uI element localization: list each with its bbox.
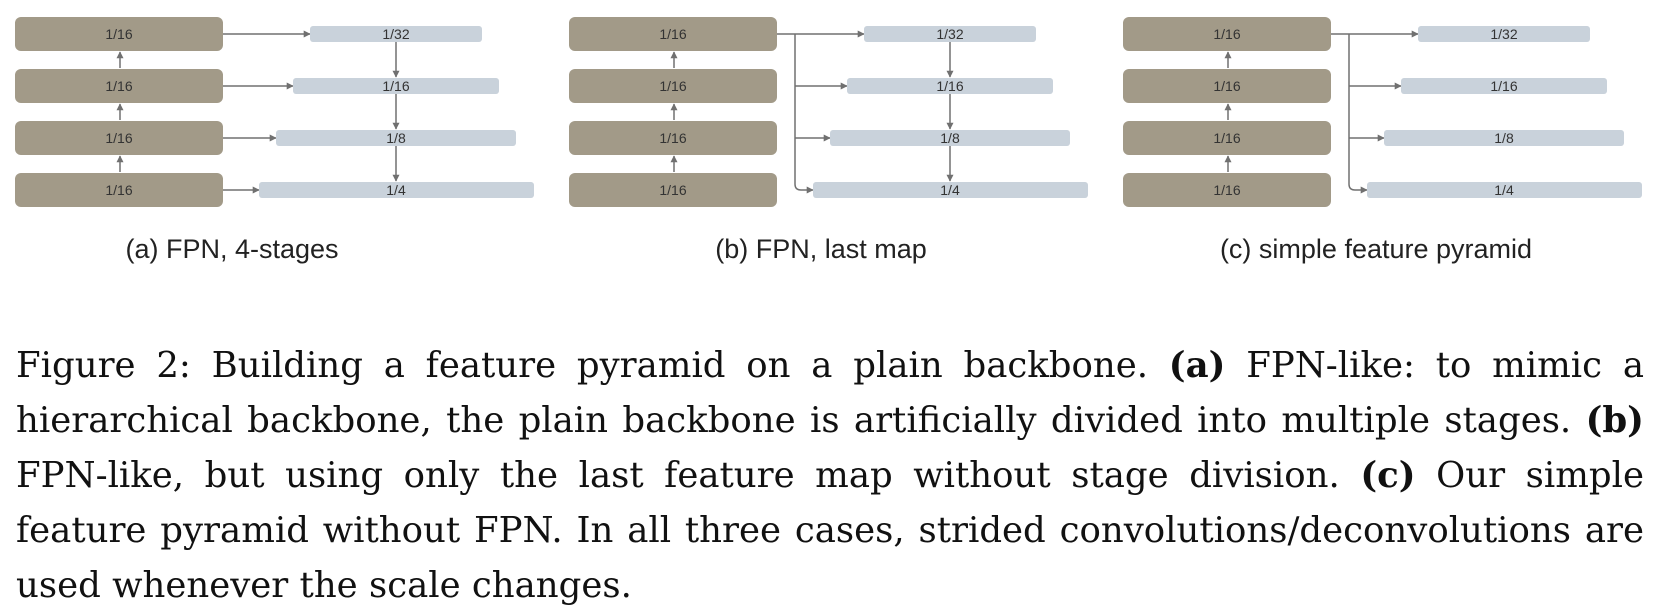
caption-text-a: FPN-like: to mimic a hierarchical backbo… (16, 344, 1644, 441)
panel-c-caption: (c) simple feature pyramid (1220, 234, 1532, 264)
backbone-stage: 1/16 (15, 69, 223, 103)
pyramid-level: 1/8 (1384, 130, 1624, 146)
panel-a-arrows (116, 30, 400, 194)
backbone-stage-label: 1/16 (105, 130, 132, 146)
pyramid-level: 1/4 (1367, 182, 1642, 198)
pyramid-level: 1/32 (310, 26, 482, 42)
caption-lead: Figure 2: Building a feature pyramid on … (16, 344, 1149, 386)
pyramid-level-label: 1/4 (386, 182, 406, 198)
backbone-stage-label: 1/16 (659, 130, 686, 146)
pyramid-level: 1/8 (276, 130, 516, 146)
pyramid-level-label: 1/16 (1490, 78, 1517, 94)
backbone-stage: 1/16 (1123, 173, 1331, 207)
pyramid-level-label: 1/16 (936, 78, 963, 94)
pyramid-level: 1/32 (864, 26, 1036, 42)
pyramid-level: 1/4 (813, 182, 1088, 198)
caption-marker-b: (b) (1585, 399, 1644, 441)
pyramid-level: 1/32 (1418, 26, 1590, 42)
pyramid-level-label: 1/8 (1494, 130, 1514, 146)
backbone-stage-label: 1/16 (1213, 78, 1240, 94)
backbone-stage-label: 1/16 (659, 78, 686, 94)
backbone-stage-label: 1/16 (105, 26, 132, 42)
backbone-stage: 1/16 (1123, 121, 1331, 155)
backbone-stage-label: 1/16 (105, 182, 132, 198)
panel-b-arrows (670, 30, 954, 194)
panel-b: 1/16 1/16 1/16 1/16 1/32 1/16 1/8 1/4 (569, 17, 1088, 264)
pyramid-level-label: 1/4 (1494, 182, 1514, 198)
backbone-stage-label: 1/16 (1213, 26, 1240, 42)
caption-marker-a: (a) (1168, 344, 1226, 386)
backbone-stage: 1/16 (1123, 17, 1331, 51)
pyramid-level-label: 1/32 (382, 26, 409, 42)
backbone-stage-label: 1/16 (659, 182, 686, 198)
caption-marker-c: (c) (1360, 454, 1416, 496)
pyramid-level: 1/8 (830, 130, 1070, 146)
figure-caption: Figure 2: Building a feature pyramid on … (16, 338, 1644, 613)
pyramid-level-label: 1/16 (382, 78, 409, 94)
panel-c-arrows (1224, 30, 1419, 194)
backbone-stage: 1/16 (15, 17, 223, 51)
pyramid-level: 1/16 (1401, 78, 1607, 94)
backbone-stage-label: 1/16 (659, 26, 686, 42)
panel-a-caption: (a) FPN, 4-stages (125, 234, 338, 264)
pyramid-level-label: 1/8 (386, 130, 406, 146)
pyramid-level: 1/16 (847, 78, 1053, 94)
backbone-stage: 1/16 (1123, 69, 1331, 103)
backbone-stage: 1/16 (15, 173, 223, 207)
pyramid-level-label: 1/32 (936, 26, 963, 42)
backbone-stage: 1/16 (569, 69, 777, 103)
pyramid-level-label: 1/4 (940, 182, 960, 198)
pyramid-level-label: 1/8 (940, 130, 960, 146)
pyramid-level: 1/4 (259, 182, 534, 198)
backbone-stage-label: 1/16 (1213, 130, 1240, 146)
panel-b-caption: (b) FPN, last map (715, 234, 927, 264)
backbone-stage-label: 1/16 (1213, 182, 1240, 198)
panel-a: 1/16 1/16 1/16 1/16 1/32 1/16 1/8 1/4 (15, 17, 534, 264)
backbone-stage: 1/16 (569, 17, 777, 51)
backbone-stage-label: 1/16 (105, 78, 132, 94)
figure-diagrams: 1/16 1/16 1/16 1/16 1/32 1/16 1/8 1/4 (15, 17, 1642, 264)
pyramid-level-label: 1/32 (1490, 26, 1517, 42)
pyramid-level: 1/16 (293, 78, 499, 94)
backbone-stage: 1/16 (15, 121, 223, 155)
backbone-stage: 1/16 (569, 173, 777, 207)
caption-text-b: FPN-like, but using only the last featur… (16, 454, 1340, 496)
panel-c: 1/16 1/16 1/16 1/16 1/32 1/16 1/8 1/4 (1123, 17, 1642, 264)
backbone-stage: 1/16 (569, 121, 777, 155)
